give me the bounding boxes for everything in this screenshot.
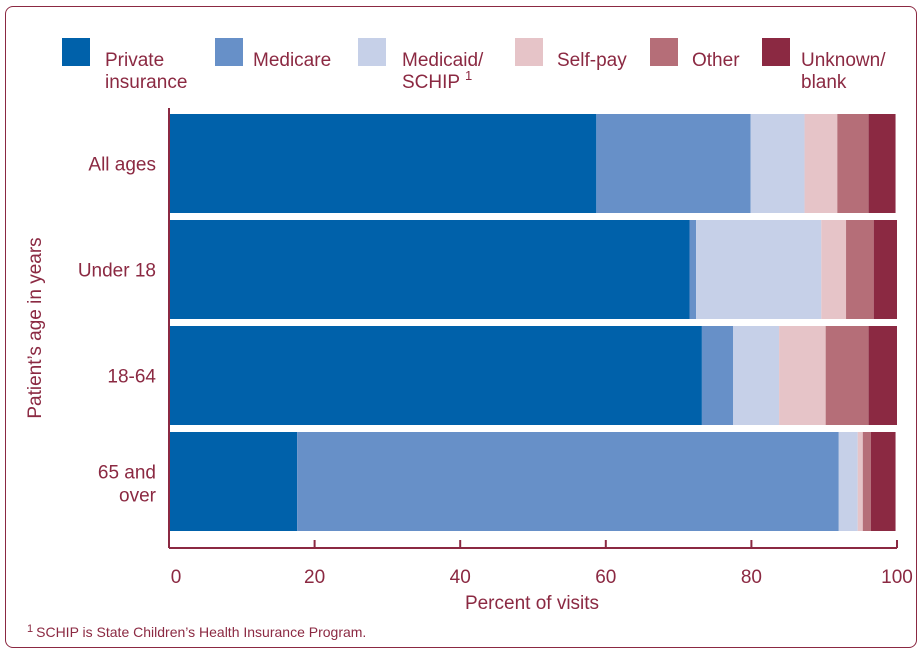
bar-under-18-other xyxy=(846,220,874,319)
x-tick-label-100: 100 xyxy=(881,567,913,588)
bar-under-18-medicaid-schip-1 xyxy=(696,220,822,319)
bar-all-ages-medicaid-schip-1 xyxy=(750,114,805,213)
x-axis-label: Percent of visits xyxy=(465,593,599,614)
bar-18-64-other xyxy=(825,326,869,425)
x-tick-label-60: 60 xyxy=(595,567,616,588)
x-tick-label-20: 20 xyxy=(304,567,325,588)
legend-item-private-insurance: Private insurance xyxy=(62,38,187,93)
legend-label: Medicaid/SCHIP 1 xyxy=(402,50,484,93)
bar-all-ages-other xyxy=(837,114,869,213)
category-label-65-and-over: 65 and over xyxy=(98,463,157,507)
category-labels: All ages Under 18 18-64 65 and over xyxy=(78,155,157,507)
bar-18-64-self-pay xyxy=(779,326,826,425)
x-tick-label-80: 80 xyxy=(741,567,762,588)
legend-swatch xyxy=(762,38,790,66)
legend-label: Other xyxy=(692,50,740,71)
legend-label: Medicare xyxy=(253,50,331,71)
legend-swatch xyxy=(62,38,90,66)
bar-all-ages-medicare xyxy=(596,114,751,213)
bar-65-and-over-medicare xyxy=(297,432,839,531)
bar-under-18-private-insurance xyxy=(169,220,690,319)
bar-all-ages-private-insurance xyxy=(169,114,597,213)
bar-all-ages-self-pay xyxy=(804,114,838,213)
legend-swatch xyxy=(215,38,243,66)
bar-under-18-medicare xyxy=(689,220,697,319)
category-label-all-ages: All ages xyxy=(88,155,156,176)
x-tick-label-40: 40 xyxy=(450,567,471,588)
bar-65-and-over-self-pay xyxy=(857,432,863,531)
legend-swatch xyxy=(515,38,543,66)
legend-item-medicare: Medicare xyxy=(215,38,331,71)
legend-item-self-pay: Self-pay xyxy=(515,38,627,71)
legend: Private insurance Medicare Medicaid/SCHIP 1… xyxy=(62,38,886,93)
bar-under-18-self-pay xyxy=(821,220,847,319)
legend-swatch xyxy=(650,38,678,66)
legend-label: Private insurance xyxy=(105,50,187,93)
footnote-marker: 1 xyxy=(27,623,33,635)
bar-65-and-over-other xyxy=(862,432,871,531)
footnote-text: SCHIP is State Children’s Health Insuran… xyxy=(36,624,366,640)
bar-65-and-over-unknown-blank xyxy=(870,432,896,531)
legend-swatch xyxy=(358,38,386,66)
bar-18-64-medicare xyxy=(701,326,734,425)
legend-label: Unknown/blank xyxy=(801,50,886,93)
y-axis-label: Patient’s age in years xyxy=(25,237,46,418)
bar-18-64-unknown-blank xyxy=(868,326,897,425)
bar-65-and-over-private-insurance xyxy=(169,432,298,531)
bar-under-18-unknown-blank xyxy=(873,220,897,319)
bar-18-64-medicaid-schip-1 xyxy=(733,326,780,425)
legend-item-unknown-blank: Unknown/blank xyxy=(762,38,886,93)
bar-all-ages-unknown-blank xyxy=(868,114,896,213)
axes xyxy=(168,108,897,549)
legend-label: Self-pay xyxy=(557,50,627,71)
legend-item-medicaid-schip-1: Medicaid/SCHIP 1 xyxy=(358,38,484,93)
category-label-under-18: Under 18 xyxy=(78,261,156,282)
bars xyxy=(169,114,897,531)
bar-18-64-private-insurance xyxy=(169,326,702,425)
category-label-18-64: 18-64 xyxy=(107,367,156,388)
footnote: 1 SCHIP is State Children’s Health Insura… xyxy=(27,623,366,640)
x-tick-label-0: 0 xyxy=(171,567,182,588)
chart-frame xyxy=(5,6,917,648)
bar-65-and-over-medicaid-schip-1 xyxy=(838,432,858,531)
legend-item-other: Other xyxy=(650,38,740,71)
x-ticks: 0 20 40 60 80 100 xyxy=(168,540,913,588)
